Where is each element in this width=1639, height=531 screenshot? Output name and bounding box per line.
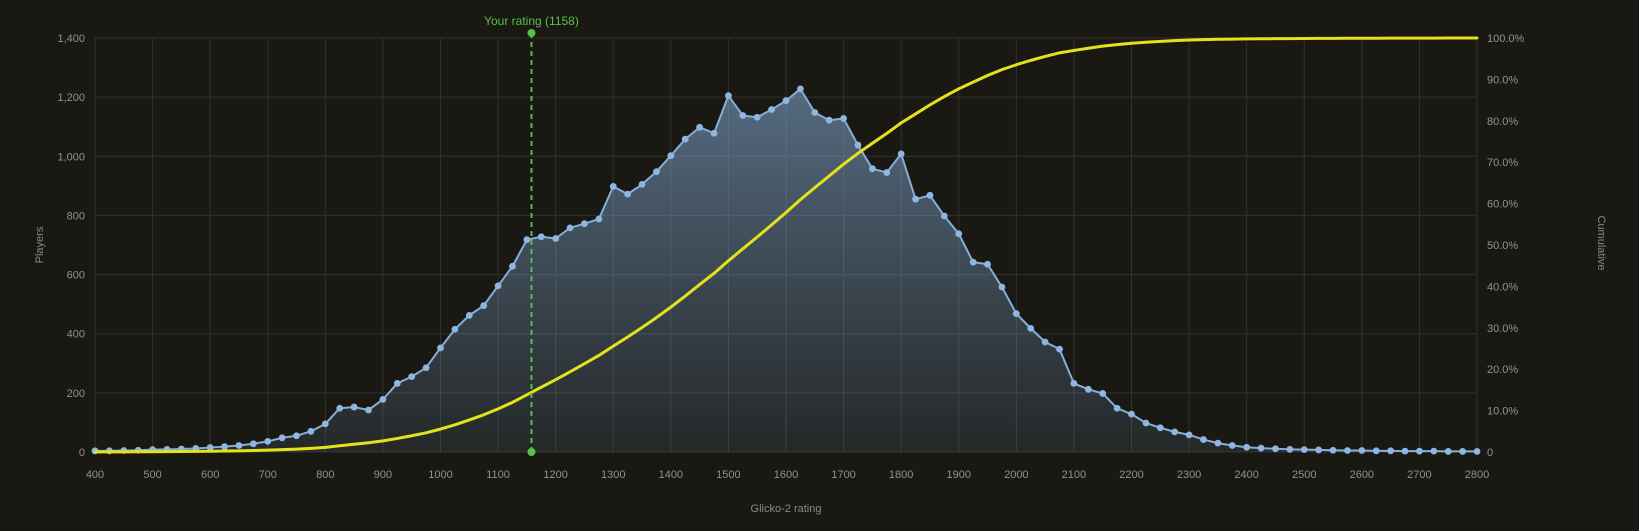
svg-text:600: 600 [201,469,219,481]
svg-text:0: 0 [79,447,85,459]
svg-text:2400: 2400 [1234,469,1258,481]
svg-text:1900: 1900 [947,469,971,481]
svg-text:20.0%: 20.0% [1487,364,1518,376]
y-axis-left-title: Players [34,226,46,264]
svg-text:1200: 1200 [543,469,567,481]
svg-text:2600: 2600 [1350,469,1374,481]
svg-text:900: 900 [374,469,392,481]
svg-text:40.0%: 40.0% [1487,281,1518,293]
svg-text:2300: 2300 [1177,469,1201,481]
svg-text:1100: 1100 [486,469,510,481]
svg-text:1600: 1600 [774,469,798,481]
svg-text:1800: 1800 [889,469,913,481]
svg-text:80.0%: 80.0% [1487,116,1518,128]
tick-labels: 400 500 600 700 800 900 1000 1100 1200 1300 1400 15… [57,33,1524,481]
your-rating-marker[interactable] [527,29,536,456]
svg-text:2100: 2100 [1062,469,1086,481]
svg-text:1,400: 1,400 [57,33,85,45]
svg-text:60.0%: 60.0% [1487,199,1518,211]
svg-text:1400: 1400 [659,469,683,481]
svg-text:1700: 1700 [831,469,855,481]
svg-text:800: 800 [67,210,85,222]
players-markers[interactable] [91,85,1481,455]
svg-text:600: 600 [67,270,85,282]
svg-text:700: 700 [259,469,277,481]
svg-text:2500: 2500 [1292,469,1316,481]
your-rating-label: Your rating (1158) [484,14,579,28]
svg-text:100.0%: 100.0% [1487,33,1525,45]
svg-text:90.0%: 90.0% [1487,74,1518,86]
svg-text:50.0%: 50.0% [1487,240,1518,252]
svg-text:800: 800 [316,469,334,481]
cumulative-line [93,36,1479,454]
players-area-fill [95,88,1477,452]
svg-text:0: 0 [1487,447,1493,459]
svg-text:1,200: 1,200 [57,92,85,104]
x-axis-title: Glicko-2 rating [750,503,822,515]
svg-text:1000: 1000 [428,469,452,481]
svg-text:200: 200 [67,388,85,400]
svg-text:500: 500 [143,469,161,481]
svg-text:400: 400 [67,329,85,341]
svg-text:1300: 1300 [601,469,625,481]
svg-text:2000: 2000 [1004,469,1028,481]
svg-text:2200: 2200 [1119,469,1143,481]
svg-text:10.0%: 10.0% [1487,406,1518,418]
svg-text:1,000: 1,000 [57,151,85,163]
svg-text:1500: 1500 [716,469,740,481]
svg-text:30.0%: 30.0% [1487,323,1518,335]
svg-text:2700: 2700 [1407,469,1431,481]
svg-text:70.0%: 70.0% [1487,157,1518,169]
svg-text:400: 400 [86,469,104,481]
svg-text:2800: 2800 [1465,469,1489,481]
y-axis-right-title: Cumulative [1595,215,1607,271]
